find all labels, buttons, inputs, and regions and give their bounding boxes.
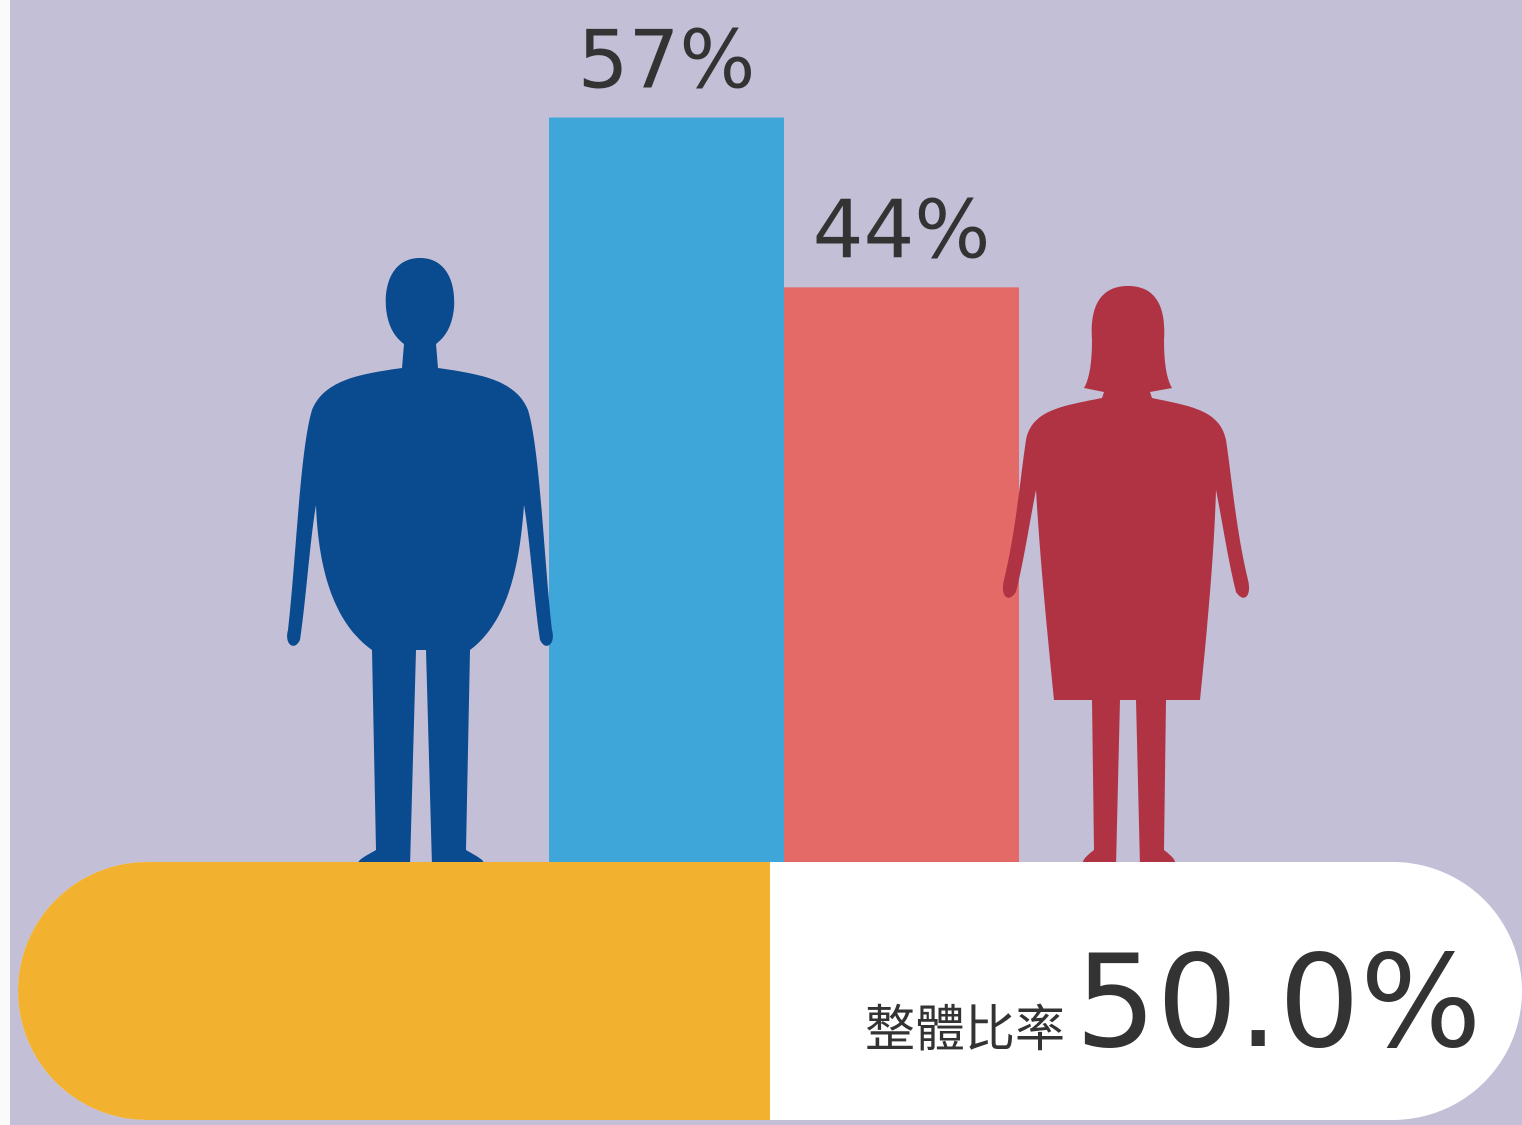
overall-fill-group (18, 862, 770, 1120)
value-label: 57% (578, 14, 756, 107)
bars: 57% 44% (549, 14, 1019, 862)
bar (549, 117, 784, 862)
woman-icon (1002, 286, 1250, 866)
value-label: 44% (813, 183, 991, 276)
man-icon (287, 258, 553, 866)
overall-fill (18, 862, 770, 1120)
bar (784, 287, 1019, 862)
overall-value-label: 50.0% (1075, 928, 1482, 1077)
overall-label: 整體比率 (865, 1000, 1065, 1058)
